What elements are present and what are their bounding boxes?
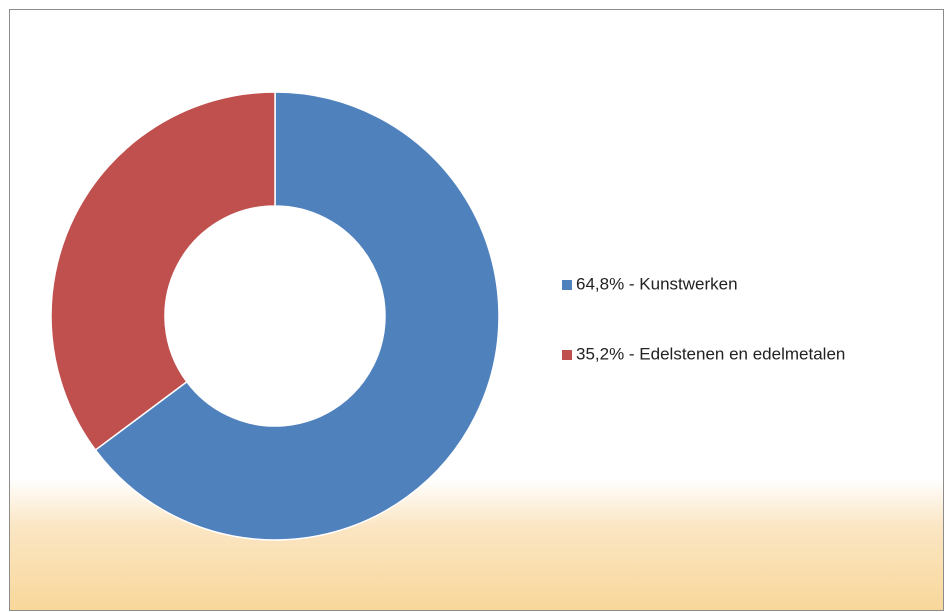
legend-label: 64,8% - Kunstwerken xyxy=(576,274,738,293)
legend-swatch xyxy=(562,350,572,360)
legend-swatch xyxy=(562,280,572,290)
donut-slice xyxy=(94,91,500,541)
legend-label: 35,2% - Edelstenen en edelmetalen xyxy=(576,344,845,363)
donut-slice xyxy=(50,91,276,451)
